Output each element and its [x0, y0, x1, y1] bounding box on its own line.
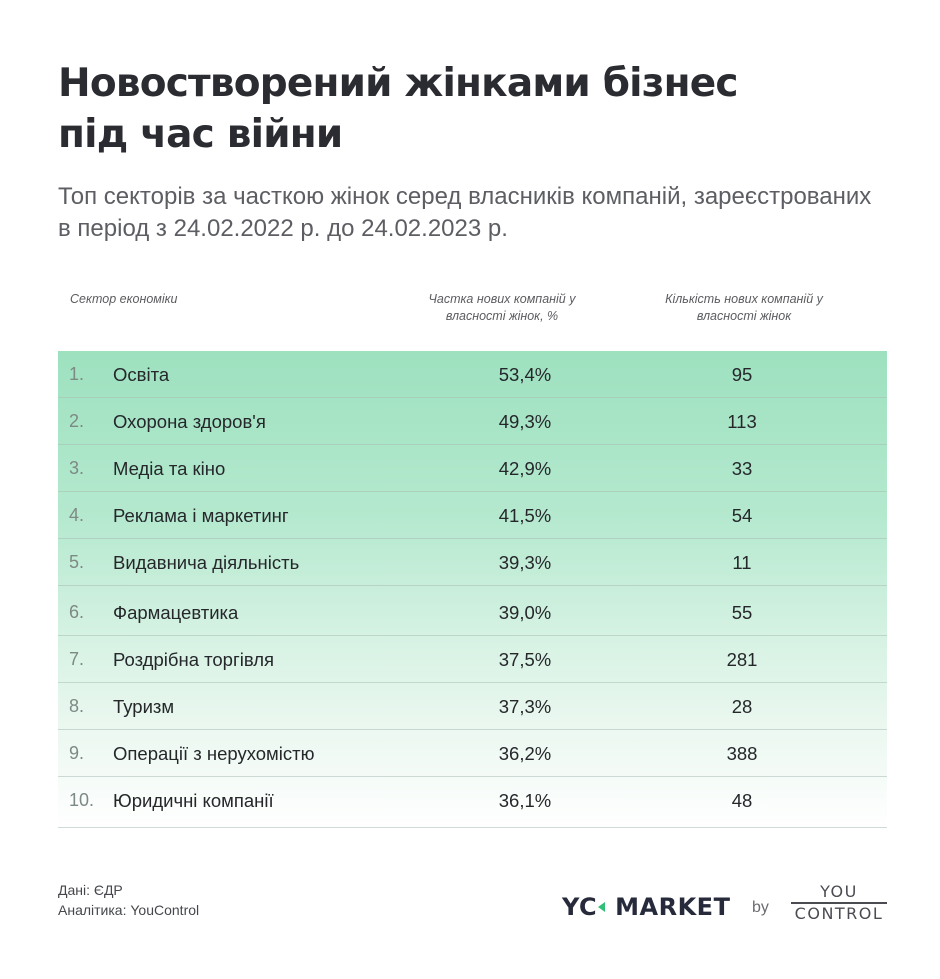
- share-value: 37,3%: [498, 696, 552, 717]
- column-header-share: Частка нових компаній у власності жінок,…: [428, 292, 576, 323]
- rank: 3.: [69, 458, 85, 478]
- count-value: 28: [731, 696, 753, 717]
- count-value: 388: [726, 743, 758, 764]
- logo-yc-text: YC: [562, 893, 598, 921]
- rank: 6.: [69, 602, 85, 622]
- sector-name: Охорона здоров'я: [113, 411, 266, 432]
- count-value: 55: [731, 602, 753, 623]
- count-value: 54: [731, 505, 753, 526]
- share-value: 42,9%: [498, 458, 552, 479]
- analytics-credit: Аналітика: YouControl: [58, 902, 200, 918]
- column-header-sector: Сектор економіки: [70, 292, 178, 306]
- table-row: 8. Туризм 37,3% 28: [58, 683, 887, 730]
- share-value: 37,5%: [498, 649, 552, 670]
- table-row: 4. Реклама і маркетинг 41,5% 54: [58, 492, 887, 539]
- rank: 1.: [69, 364, 85, 384]
- share-value: 39,3%: [498, 552, 552, 573]
- sector-name: Туризм: [113, 696, 175, 717]
- column-header-count: Кількість нових компаній у власності жін…: [665, 292, 823, 323]
- table-row: 5. Видавнича діяльність 39,3% 11: [58, 539, 887, 586]
- share-value: 41,5%: [498, 505, 552, 526]
- sector-name: Освіта: [113, 364, 170, 385]
- sector-name: Видавнича діяльність: [113, 552, 300, 573]
- source-note: Дані: ЄДР Аналітика: YouControl: [58, 880, 199, 920]
- sector-name: Фармацевтика: [113, 602, 239, 623]
- table-row: 9. Операції з нерухомістю 36,2% 388: [58, 730, 887, 777]
- sector-name: Юридичні компанії: [113, 790, 274, 811]
- share-value: 53,4%: [498, 364, 552, 385]
- table-row: 7. Роздрібна торгівля 37,5% 281: [58, 636, 887, 683]
- logo-market-text: MARKET: [615, 893, 731, 921]
- rank: 5.: [69, 552, 85, 572]
- by-label: by: [752, 899, 769, 916]
- page-title: Новостворений жінками бізнес під час вій…: [58, 61, 739, 157]
- yc-market-logo: YC MARKET: [562, 893, 730, 921]
- logo-you-text: YOU: [820, 882, 858, 901]
- sector-name: Медіа та кіно: [113, 458, 226, 479]
- share-value: 49,3%: [498, 411, 552, 432]
- table-row: 2. Охорона здоров'я 49,3% 113: [58, 398, 887, 445]
- rank: 10.: [69, 790, 95, 810]
- table-row: 3. Медіа та кіно 42,9% 33: [58, 445, 887, 492]
- sector-name: Реклама і маркетинг: [113, 505, 289, 526]
- count-value: 48: [731, 790, 753, 811]
- sector-name: Роздрібна торгівля: [113, 649, 275, 670]
- count-value: 113: [727, 411, 757, 432]
- table-row: 1. Освіта 53,4% 95: [58, 351, 887, 398]
- rank: 4.: [69, 505, 85, 525]
- count-value: 33: [731, 458, 753, 479]
- youcontrol-logo: YOU CONTROL: [791, 883, 887, 923]
- sector-name: Операції з нерухомістю: [113, 743, 315, 764]
- count-value: 11: [732, 552, 752, 573]
- count-value: 281: [726, 649, 758, 670]
- table-row: 6. Фармацевтика 39,0% 55: [58, 589, 887, 636]
- share-value: 36,1%: [498, 790, 552, 811]
- logo-control-text: CONTROL: [794, 904, 884, 923]
- sector-table: 1. Освіта 53,4% 95 2. Охорона здоров'я 4…: [58, 351, 887, 828]
- share-value: 39,0%: [498, 602, 552, 623]
- logo-divider: [791, 902, 887, 904]
- page-subtitle: Топ секторів за часткою жінок серед влас…: [58, 183, 872, 242]
- logo-arrow-icon: [598, 902, 606, 912]
- rank: 2.: [69, 411, 85, 431]
- rank: 9.: [69, 743, 85, 763]
- table-row: 10. Юридичні компанії 36,1% 48: [58, 777, 887, 828]
- rank: 8.: [69, 696, 85, 716]
- data-source: Дані: ЄДР: [58, 882, 123, 898]
- count-value: 95: [731, 364, 753, 385]
- rank: 7.: [69, 649, 85, 669]
- share-value: 36,2%: [498, 743, 552, 764]
